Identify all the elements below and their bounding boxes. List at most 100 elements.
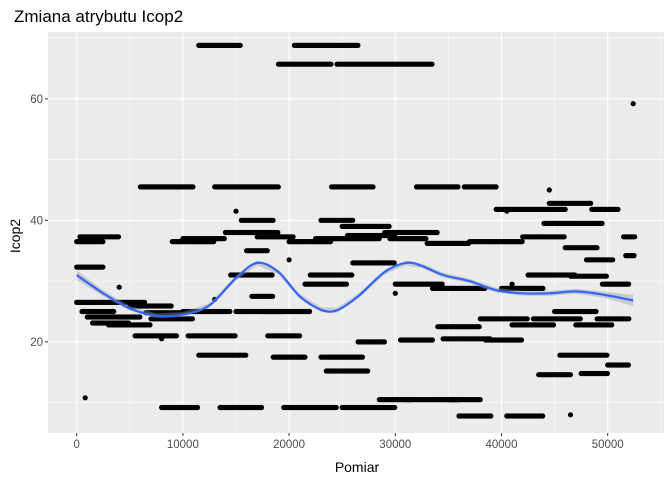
data-point bbox=[599, 220, 605, 226]
data-point bbox=[588, 200, 594, 206]
points-layer bbox=[74, 42, 638, 419]
data-point bbox=[567, 372, 574, 378]
data-point bbox=[509, 281, 515, 287]
data-point bbox=[100, 239, 106, 245]
x-tick-label: 40000 bbox=[486, 439, 518, 451]
data-point bbox=[333, 404, 339, 411]
data-point bbox=[603, 273, 610, 279]
smooth-line bbox=[76, 261, 634, 318]
data-point bbox=[381, 339, 387, 345]
y-axis-label: Icop2 bbox=[7, 219, 23, 253]
data-point bbox=[365, 368, 371, 374]
data-point bbox=[524, 316, 530, 322]
data-point bbox=[540, 285, 546, 291]
data-point bbox=[275, 229, 281, 236]
data-point bbox=[328, 61, 334, 67]
data-point bbox=[631, 253, 637, 259]
data-point bbox=[615, 206, 621, 212]
x-tick-label: 50000 bbox=[592, 439, 624, 451]
data-point bbox=[476, 324, 482, 330]
data-point bbox=[137, 314, 143, 320]
data-point bbox=[258, 404, 265, 411]
data-point bbox=[423, 236, 429, 242]
data-point bbox=[561, 234, 567, 240]
data-point bbox=[270, 293, 276, 299]
data-point bbox=[147, 322, 153, 328]
data-point bbox=[493, 184, 499, 190]
data-point bbox=[221, 236, 227, 242]
y-tick-label: 40 bbox=[30, 215, 43, 227]
data-point bbox=[434, 229, 440, 236]
data-point bbox=[429, 61, 435, 67]
data-point bbox=[286, 257, 292, 263]
data-point bbox=[540, 413, 546, 419]
data-point bbox=[233, 208, 239, 214]
data-point bbox=[116, 284, 122, 290]
data-point bbox=[111, 308, 117, 315]
data-point bbox=[439, 281, 445, 287]
data-point bbox=[392, 404, 398, 411]
x-tick-label: 10000 bbox=[167, 439, 199, 451]
smooth-layer bbox=[76, 260, 634, 319]
data-point bbox=[173, 333, 180, 339]
data-point bbox=[302, 354, 308, 360]
data-point bbox=[562, 206, 568, 212]
data-point bbox=[115, 234, 122, 240]
x-tick-label: 20000 bbox=[273, 439, 305, 451]
data-point bbox=[391, 260, 397, 266]
data-point bbox=[370, 184, 376, 190]
data-point bbox=[626, 316, 632, 322]
data-point bbox=[269, 272, 275, 278]
data-point bbox=[604, 370, 611, 377]
data-point bbox=[386, 223, 392, 229]
data-point bbox=[429, 337, 435, 343]
data-point bbox=[159, 336, 165, 342]
data-point bbox=[610, 257, 616, 263]
data-point bbox=[392, 290, 398, 296]
data-point bbox=[82, 395, 88, 401]
data-point bbox=[626, 281, 632, 287]
data-point bbox=[349, 272, 355, 278]
data-point bbox=[519, 239, 525, 245]
data-point bbox=[237, 42, 243, 49]
data-point bbox=[477, 397, 483, 403]
x-axis-label: Pomiar bbox=[335, 459, 380, 475]
ticks-layer: 0 10000 20000 30000 40000 50000 20 40 60 bbox=[30, 94, 623, 451]
data-point bbox=[609, 322, 615, 328]
data-point bbox=[168, 303, 174, 309]
data-point bbox=[306, 308, 313, 315]
data-point bbox=[270, 217, 276, 223]
x-tick-label: 30000 bbox=[379, 439, 411, 451]
data-point bbox=[550, 322, 557, 328]
data-point bbox=[604, 352, 610, 358]
chart-title: Zmiana atrybutu Icop2 bbox=[14, 7, 183, 26]
data-point bbox=[488, 413, 494, 419]
data-point bbox=[593, 308, 599, 315]
data-point bbox=[343, 281, 349, 287]
data-point bbox=[546, 187, 552, 193]
data-point bbox=[297, 333, 303, 339]
data-point bbox=[355, 42, 361, 49]
data-point bbox=[189, 316, 195, 322]
data-point bbox=[264, 248, 270, 254]
x-tick-label: 0 bbox=[73, 439, 79, 451]
data-point bbox=[567, 412, 574, 418]
data-point bbox=[190, 184, 196, 190]
data-point bbox=[577, 316, 583, 322]
data-point bbox=[232, 333, 238, 339]
data-point bbox=[504, 208, 510, 214]
data-point bbox=[359, 354, 365, 360]
data-point bbox=[594, 245, 600, 251]
y-tick-label: 60 bbox=[30, 94, 43, 106]
data-point bbox=[243, 352, 249, 358]
data-point bbox=[275, 184, 281, 190]
data-point bbox=[630, 101, 636, 107]
data-point bbox=[625, 362, 632, 368]
y-tick-label: 20 bbox=[30, 337, 43, 349]
data-point bbox=[455, 184, 461, 190]
data-point bbox=[350, 217, 356, 223]
data-point bbox=[100, 264, 106, 270]
data-point bbox=[227, 308, 233, 315]
data-point bbox=[290, 234, 296, 240]
